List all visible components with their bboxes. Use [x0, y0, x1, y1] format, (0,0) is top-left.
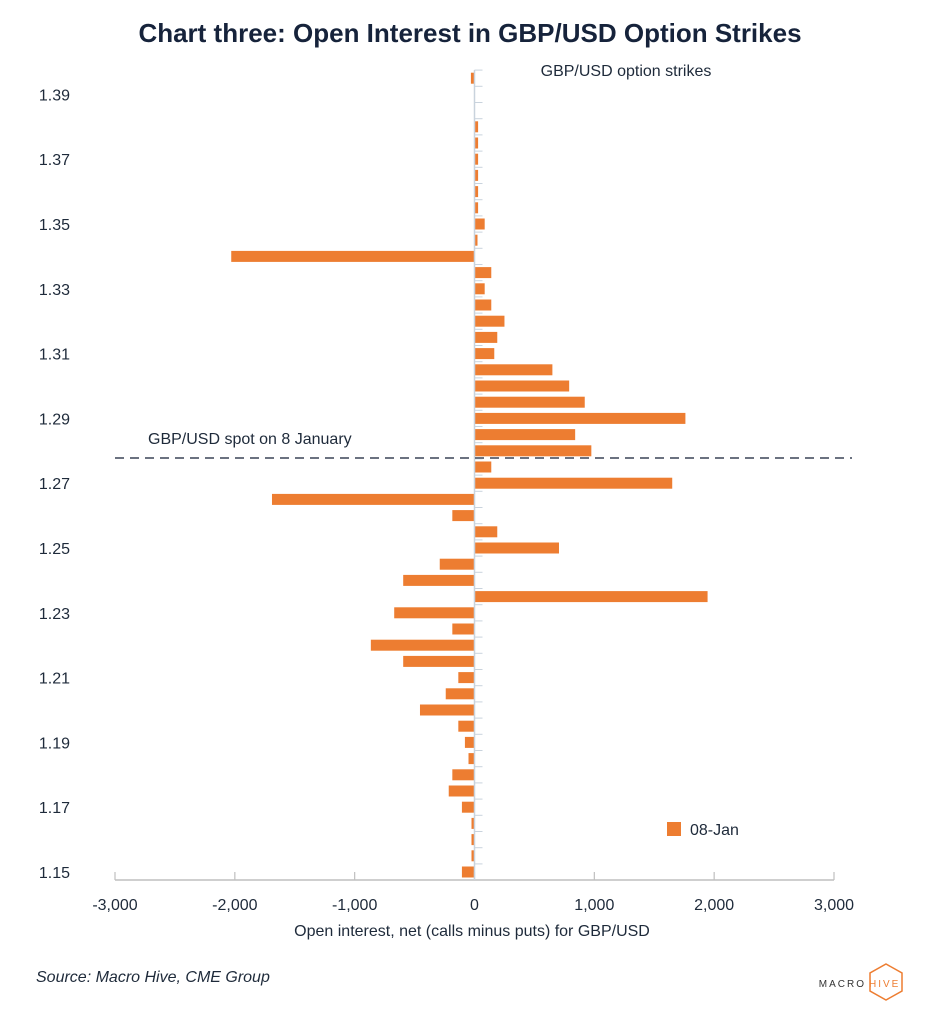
bar-1.195 [458, 720, 475, 732]
source-note: Source: Macro Hive, CME Group [36, 969, 270, 986]
bar-1.18 [452, 769, 475, 781]
bar-1.275 [474, 461, 492, 473]
macrohive-logo: MACRO HIVE [819, 963, 903, 1001]
bar-1.265 [271, 493, 475, 505]
bar-1.325 [474, 299, 492, 311]
bar-1.23 [394, 607, 475, 619]
bar-1.2 [419, 704, 475, 716]
y-tick-label: 1.27 [39, 476, 70, 493]
bar-1.245 [439, 558, 475, 570]
y-tick-label: 1.19 [39, 735, 70, 752]
bars-group [231, 69, 708, 878]
bar-1.29 [474, 412, 686, 424]
bar-1.21 [458, 672, 475, 684]
x-tick-label: 1,000 [574, 897, 614, 914]
y-tick-label: 1.25 [39, 541, 70, 558]
bar-1.155 [471, 850, 475, 862]
bar-1.235 [474, 591, 708, 603]
y-tick-label: 1.37 [39, 152, 70, 169]
y-tick-label: 1.39 [39, 87, 70, 104]
spot-annotation: GBP/USD spot on 8 January [148, 431, 352, 448]
bar-1.355 [474, 202, 479, 214]
bar-1.225 [452, 623, 475, 635]
x-tick-label: 3,000 [814, 897, 854, 914]
bar-1.22 [370, 639, 475, 651]
x-tick-label: 0 [470, 897, 479, 914]
bar-1.26 [452, 510, 475, 522]
y-tick-label: 1.17 [39, 800, 70, 817]
x-axis-label: Open interest, net (calls minus puts) fo… [294, 923, 650, 940]
bar-1.3 [474, 380, 570, 392]
y-tick-label: 1.15 [39, 865, 70, 882]
bar-1.375 [474, 137, 479, 149]
x-tick-labels: -3,000 -2,000 -1,000 0 1,000 2,000 3,000 [92, 872, 854, 914]
bar-1.365 [474, 169, 479, 181]
y-axis-label: GBP/USD option strikes [541, 63, 712, 80]
y-tick-label: 1.21 [39, 671, 70, 688]
y-tick-label: 1.31 [39, 347, 70, 364]
bar-1.165 [471, 817, 475, 829]
bar-1.315 [474, 331, 498, 343]
bar-1.345 [474, 234, 478, 246]
x-tick-label: -3,000 [92, 897, 137, 914]
bar-1.34 [231, 250, 475, 262]
x-tick-label: -1,000 [332, 897, 377, 914]
bar-1.17 [461, 801, 475, 813]
bar-1.185 [468, 753, 475, 765]
bar-1.37 [474, 153, 479, 165]
legend-swatch [667, 822, 681, 836]
bar-1.27 [474, 477, 673, 489]
hexagon-icon [869, 963, 903, 1001]
x-tick-label: 2,000 [694, 897, 734, 914]
bar-1.305 [474, 364, 553, 376]
bar-1.28 [474, 445, 592, 457]
bar-1.31 [474, 348, 495, 360]
bar-1.215 [403, 655, 475, 667]
bar-1.335 [474, 267, 492, 279]
bar-1.285 [474, 429, 576, 441]
bar-1.33 [474, 283, 485, 295]
bar-1.175 [448, 785, 475, 797]
legend-label: 08-Jan [690, 822, 739, 839]
bar-1.255 [474, 526, 498, 538]
bar-1.38 [474, 121, 479, 133]
y-tick-labels: 1.39 1.37 1.35 1.33 1.31 1.29 1.27 1.25 1.23 1.21… [39, 87, 70, 882]
bar-1.15 [461, 866, 475, 878]
bar-1.16 [471, 834, 475, 846]
x-tick-label: -2,000 [212, 897, 257, 914]
y-tick-label: 1.23 [39, 606, 70, 623]
bar-1.36 [474, 186, 479, 198]
y-tick-label: 1.35 [39, 217, 70, 234]
bar-1.395 [470, 72, 475, 84]
chart-title: Chart three: Open Interest in GBP/USD Op… [138, 18, 801, 48]
svg-text:MACRO: MACRO [819, 979, 866, 990]
svg-text:HIVE: HIVE [869, 979, 900, 990]
bar-1.35 [474, 218, 485, 230]
bar-1.24 [403, 574, 475, 586]
bar-1.32 [474, 315, 505, 327]
bar-1.205 [445, 688, 475, 700]
y-tick-label: 1.29 [39, 411, 70, 428]
y-tick-label: 1.33 [39, 282, 70, 299]
bar-1.25 [474, 542, 559, 554]
bar-1.19 [464, 736, 475, 748]
bar-1.295 [474, 396, 585, 408]
